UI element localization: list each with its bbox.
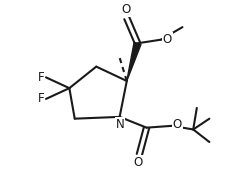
Text: O: O <box>172 118 182 131</box>
Text: N: N <box>116 118 124 131</box>
Text: F: F <box>38 92 44 105</box>
Text: O: O <box>163 33 172 46</box>
Text: O: O <box>121 3 130 16</box>
Text: O: O <box>134 156 143 169</box>
Polygon shape <box>127 42 141 81</box>
Text: F: F <box>38 71 44 84</box>
